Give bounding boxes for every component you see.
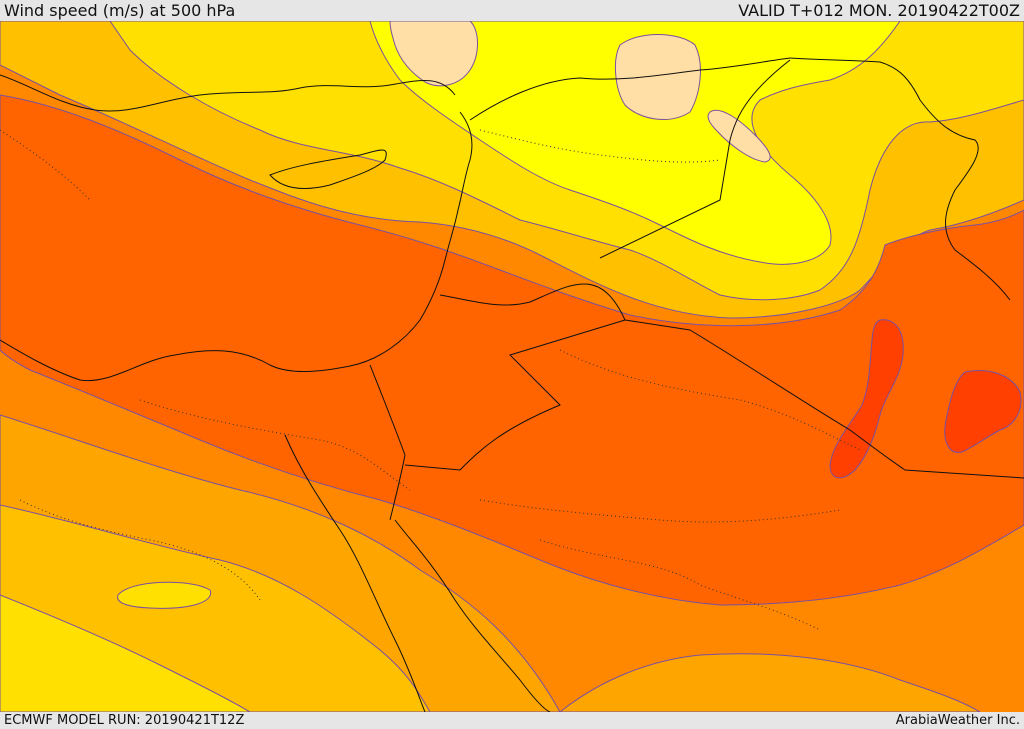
coastline-gulf-aqaba (389, 454, 406, 521)
patch-yellow-sw (117, 581, 212, 609)
admin-border-6 (479, 129, 721, 163)
admin-border-2 (479, 499, 841, 523)
coastline-red-sea-east (394, 519, 551, 712)
admin-border-4 (19, 499, 261, 601)
patch-pale-3 (707, 109, 771, 163)
band-yellow-sw (0, 594, 251, 712)
band-yellow-light-n (369, 21, 901, 265)
band-orange-light-s (559, 653, 981, 712)
coastline-mediterranean (0, 111, 473, 382)
admin-border-3 (539, 539, 821, 631)
map-header: Wind speed (m/s) at 500 hPa VALID T+012 … (0, 0, 1024, 21)
map-footer: ECMWF MODEL RUN: 20190421T12Z ArabiaWeat… (0, 712, 1024, 729)
patch-pale-2 (615, 34, 701, 120)
patch-pale-1 (389, 21, 478, 87)
wind-speed-map[interactable] (0, 21, 1024, 712)
patch-red-2 (944, 370, 1022, 453)
credit-text: ArabiaWeather Inc. (895, 713, 1020, 728)
border-syria-iraq (599, 59, 791, 259)
border-jordan-saudi (404, 319, 626, 471)
model-run: ECMWF MODEL RUN: 20190421T12Z (4, 713, 245, 728)
border-iran-iraq (789, 57, 1011, 301)
map-canvas (0, 21, 1024, 712)
border-jordan-iraq (439, 283, 626, 321)
coastline-turkey (0, 74, 456, 112)
border-sinai (369, 364, 406, 456)
coastline-red-sea-west (284, 434, 426, 712)
cyprus-outline (269, 149, 387, 189)
valid-time: VALID T+012 MON. 20190422T00Z (738, 1, 1020, 20)
admin-border-1 (139, 399, 411, 491)
patch-red-1 (829, 319, 904, 479)
border-turkey-syria (469, 57, 791, 121)
map-title: Wind speed (m/s) at 500 hPa (4, 1, 236, 20)
border-iraq-saudi (624, 319, 1024, 479)
